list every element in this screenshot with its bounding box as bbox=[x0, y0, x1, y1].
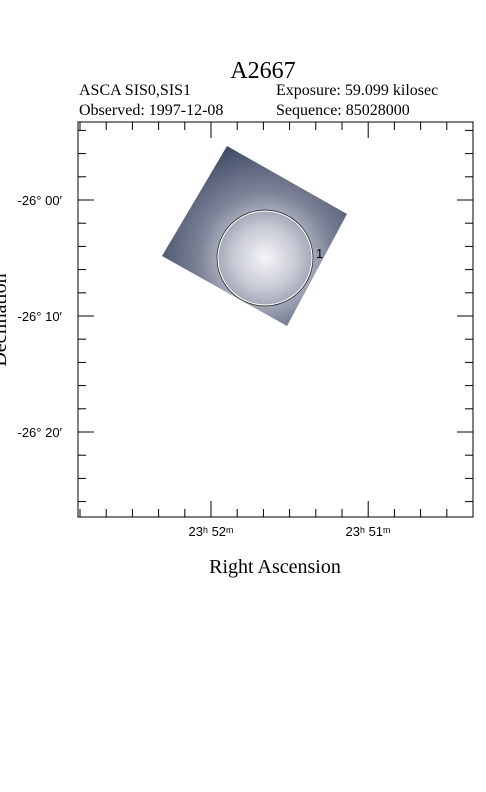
observed: Observed: 1997-12-08 bbox=[79, 102, 223, 119]
x-axis-label: Right Ascension bbox=[209, 556, 341, 578]
y-tick-label: -26° 10′ bbox=[18, 309, 63, 324]
y-tick-label: -26° 00′ bbox=[18, 193, 63, 208]
instrument: ASCA SIS0,SIS1 bbox=[79, 82, 191, 99]
source-region-outline bbox=[216, 209, 314, 307]
title: A2667 bbox=[230, 58, 295, 84]
tick-marks bbox=[78, 122, 474, 517]
y-tick-label: -26° 20′ bbox=[18, 425, 63, 440]
region-label: 1 bbox=[316, 246, 323, 261]
sequence: Sequence: 85028000 bbox=[276, 102, 410, 119]
exposure: Exposure: 59.099 kilosec bbox=[276, 82, 438, 99]
y-axis-label: Declination bbox=[0, 273, 11, 366]
sky-image bbox=[162, 146, 347, 326]
source-region bbox=[217, 210, 313, 306]
plot-frame bbox=[77, 121, 474, 518]
x-tick-label: 23ʰ 51ᵐ bbox=[346, 524, 391, 539]
x-tick-label: 23ʰ 52ᵐ bbox=[189, 524, 234, 539]
